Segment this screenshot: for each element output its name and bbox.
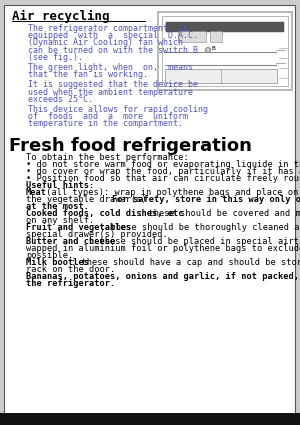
Text: Useful hints:: Useful hints: [26,181,94,190]
Text: The green light, when  on,  means: The green light, when on, means [28,63,193,72]
Text: the vegetable drawer(s): the vegetable drawer(s) [26,195,147,204]
Text: Fruit and vegetables: Fruit and vegetables [26,223,131,232]
Text: The refrigerator compartment  is: The refrigerator compartment is [28,24,188,33]
Bar [158,12,292,90]
Text: that the fan is working.: that the fan is working. [28,70,148,79]
Text: Bananas, potatoes, onions and garlic, if not packed, must not be kept in: Bananas, potatoes, onions and garlic, if… [26,272,300,280]
Text: at the most.: at the most. [26,201,89,211]
Text: Fresh food refrigeration: Fresh food refrigeration [9,136,252,155]
Bar [162,16,288,86]
Text: : these should be covered and may be placed: : these should be covered and may be pla… [138,209,300,218]
Bar [210,31,222,42]
Text: • Position food so that air can circulate freely round it.: • Position food so that air can circulat… [26,173,300,183]
Text: For safety, store in this way only one or two days: For safety, store in this way only one o… [112,195,300,204]
Bar [165,69,277,83]
Text: wapped in aluminium foil or polythene bags to exclude as much air as: wapped in aluminium foil or polythene ba… [26,244,300,252]
Text: To obtain the best performance:: To obtain the best performance: [26,153,189,162]
Text: • do not store warm food or evaporating liquide in the refrigeator: • do not store warm food or evaporating … [26,160,300,169]
Text: (see fig.).: (see fig.). [28,53,83,62]
Text: B: B [211,46,215,51]
Text: (Dynamic Air Cooling) fan which: (Dynamic Air Cooling) fan which [28,38,183,48]
Text: Air recycling: Air recycling [12,10,110,23]
Bar [0,413,300,425]
Text: possible.: possible. [26,251,73,260]
Text: It is suggested that the device be: It is suggested that the device be [28,80,198,89]
Bar [166,22,284,32]
Text: on any shelf.: on any shelf. [26,215,94,224]
Text: : these should be placed in special airtight containers or: : these should be placed in special airt… [89,237,300,246]
Text: exceeds 25°C.: exceeds 25°C. [28,95,93,104]
Text: Milk bootles: Milk bootles [26,258,89,266]
Text: of  foods  and  a  more  uniform: of foods and a more uniform [28,112,188,121]
Text: Cooked foods, cold dishes, etc: Cooked foods, cold dishes, etc [26,209,184,218]
Text: special drawer(s) provided.: special drawer(s) provided. [26,230,168,238]
Bar [178,31,206,42]
Text: (all types): wrap in polythene bags and place on the glass shelf above: (all types): wrap in polythene bags and … [41,187,300,197]
Text: rack on the door.: rack on the door. [26,265,115,274]
Text: used when the ambient temperature: used when the ambient temperature [28,88,193,96]
Text: • do cover or wrap the food, particularly if it has a strong flavour.: • do cover or wrap the food, particularl… [26,167,300,176]
Circle shape [206,48,211,53]
Text: equipped  with  a  special  D.A.C.: equipped with a special D.A.C. [28,31,198,40]
Text: temperature in the compartment.: temperature in the compartment. [28,119,183,128]
Text: Butter and cheese: Butter and cheese [26,237,115,246]
Text: : these should be thoroughly cleaned and placed in the: : these should be thoroughly cleaned and… [100,223,300,232]
Text: This device allows for rapid cooling: This device allows for rapid cooling [28,105,208,114]
Text: can be turned on with the switch B: can be turned on with the switch B [28,45,198,54]
Text: the refrigerator.: the refrigerator. [26,279,115,288]
Text: Meat: Meat [26,187,47,197]
Text: : these should have a cap and should be stored in the bottle: : these should have a cap and should be … [70,258,300,266]
